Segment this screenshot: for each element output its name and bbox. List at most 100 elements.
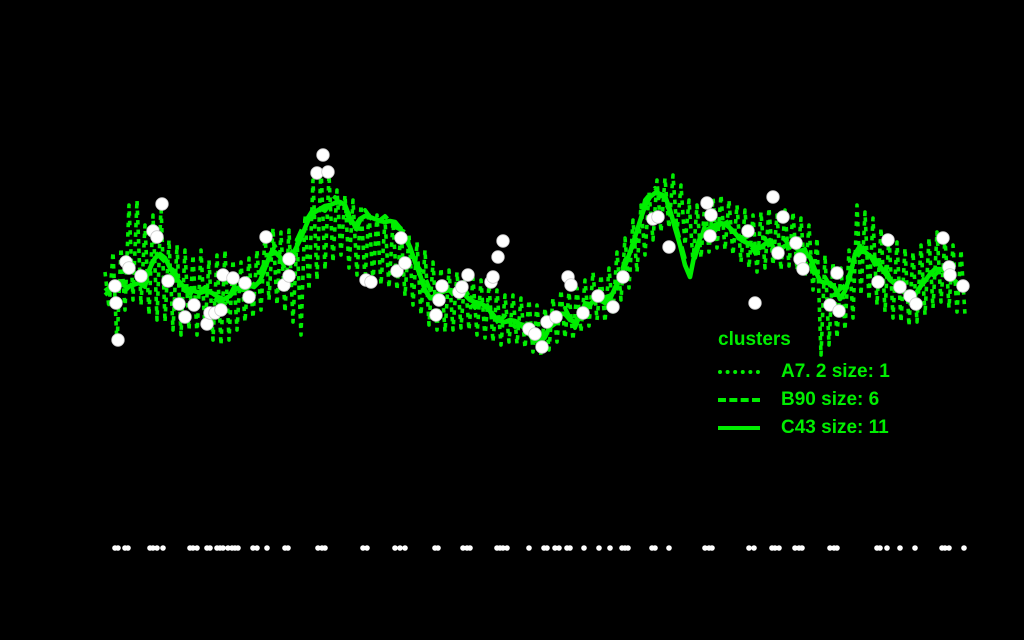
rug-dot: [467, 545, 473, 551]
data-point: [259, 230, 273, 244]
rug-dot: [792, 545, 798, 551]
rug-dot: [504, 545, 510, 551]
rug-dot: [322, 545, 328, 551]
rug-dot: [751, 545, 757, 551]
rug-dot: [364, 545, 370, 551]
data-point: [491, 250, 505, 264]
data-point: [390, 264, 404, 278]
data-point: [496, 234, 510, 248]
data-point: [832, 304, 846, 318]
rug-dot: [115, 545, 121, 551]
rug-dot: [402, 545, 408, 551]
data-point: [796, 262, 810, 276]
rug-dot: [360, 545, 366, 551]
rug-dot: [772, 545, 778, 551]
data-point: [432, 293, 446, 307]
data-point: [616, 270, 630, 284]
data-point: [771, 246, 785, 260]
data-point: [214, 303, 228, 317]
data-point: [398, 256, 412, 270]
data-point: [789, 236, 803, 250]
data-point: [576, 306, 590, 320]
data-point: [461, 268, 475, 282]
data-point: [394, 231, 408, 245]
rug-dot: [834, 545, 840, 551]
data-point: [766, 190, 780, 204]
data-point: [535, 340, 549, 354]
legend-label-b90: B90 size: 6: [781, 389, 880, 410]
data-point: [364, 275, 378, 289]
data-point: [187, 298, 201, 312]
rug-dot: [942, 545, 948, 551]
data-point: [108, 279, 122, 293]
rug-dot: [460, 545, 466, 551]
data-point: [871, 275, 885, 289]
data-point: [282, 252, 296, 266]
data-point: [943, 268, 957, 282]
data-point: [893, 280, 907, 294]
data-point: [134, 269, 148, 283]
data-point: [242, 290, 256, 304]
data-point: [226, 271, 240, 285]
rug-dot: [160, 545, 166, 551]
scatter-points: [108, 148, 970, 354]
rug-marks: [112, 545, 967, 551]
data-point: [486, 270, 500, 284]
data-point: [741, 224, 755, 238]
data-point: [429, 308, 443, 322]
legend-title: clusters: [718, 329, 791, 350]
data-point: [172, 297, 186, 311]
data-point: [956, 279, 970, 293]
series-line-solid: [103, 190, 966, 346]
data-point: [748, 296, 762, 310]
rug-dot: [154, 545, 160, 551]
legend-item-b90: B90 size: 6: [718, 386, 890, 414]
rug-dot: [194, 545, 200, 551]
rug-dot: [225, 545, 231, 551]
rug-dot: [392, 545, 398, 551]
data-point: [703, 229, 717, 243]
data-point: [122, 261, 136, 275]
rug-dot: [799, 545, 805, 551]
rug-dot: [220, 545, 226, 551]
rug-dot: [581, 545, 587, 551]
rug-dot: [827, 545, 833, 551]
data-point: [200, 317, 214, 331]
rug-dot: [526, 545, 532, 551]
rug-dot: [150, 545, 156, 551]
rug-dot: [125, 545, 131, 551]
data-point: [704, 208, 718, 222]
rug-dot: [776, 545, 782, 551]
rug-dot: [207, 545, 213, 551]
data-point: [155, 197, 169, 211]
legend-label-c43: C43 size: 11: [781, 417, 889, 438]
data-point: [455, 280, 469, 294]
rug-dot: [652, 545, 658, 551]
rug-dot: [285, 545, 291, 551]
rug-dot: [552, 545, 558, 551]
rug-dot: [912, 545, 918, 551]
rug-dot: [897, 545, 903, 551]
rug-dot: [254, 545, 260, 551]
rug-dot: [702, 545, 708, 551]
rug-dot: [746, 545, 752, 551]
data-point: [178, 310, 192, 324]
rug-dot: [709, 545, 715, 551]
rug-dot: [625, 545, 631, 551]
data-point: [435, 279, 449, 293]
dashed-line-sample-icon: [718, 398, 760, 402]
data-point: [528, 327, 542, 341]
data-point: [909, 297, 923, 311]
rug-dot: [607, 545, 613, 551]
data-point: [591, 289, 605, 303]
rug-dot: [567, 545, 573, 551]
data-point: [662, 240, 676, 254]
rug-dot: [435, 545, 441, 551]
legend: clusters A7. 2 size: 1 B90 size: 6 C43 s…: [718, 330, 890, 442]
legend-label-a7: A7. 2 size: 1: [781, 361, 890, 382]
rug-dot: [884, 545, 890, 551]
series-line-dotted: [103, 165, 967, 358]
rug-dot: [235, 545, 241, 551]
data-point: [161, 274, 175, 288]
